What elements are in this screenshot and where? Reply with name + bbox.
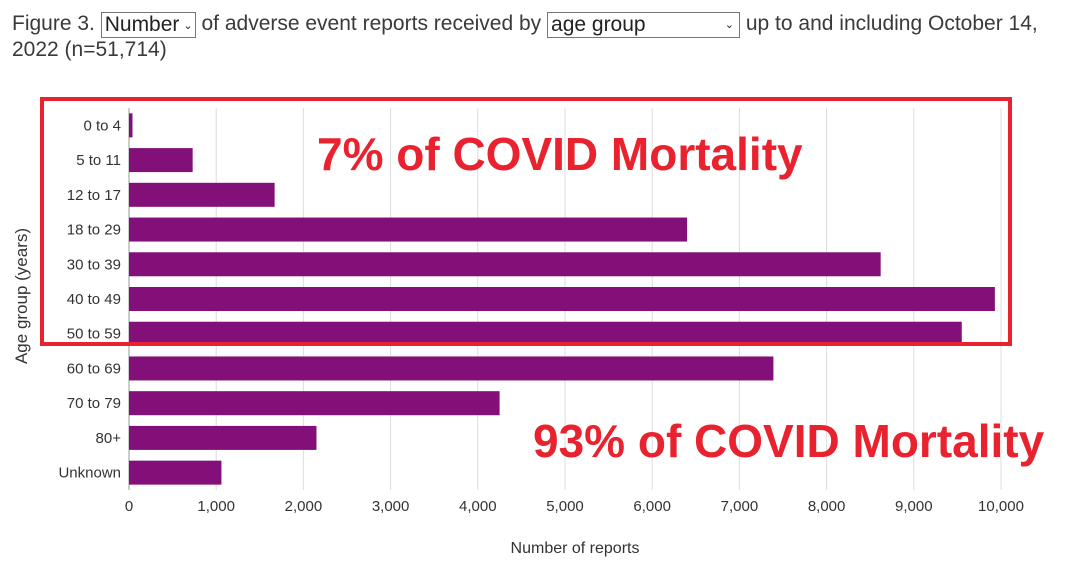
chart-bars — [129, 113, 995, 485]
category-label: Unknown — [58, 465, 121, 482]
chevron-down-icon: ⌄ — [724, 19, 735, 31]
annotation-box — [40, 97, 1012, 346]
title-middle: of adverse event reports received by — [201, 12, 542, 35]
bar[interactable] — [129, 460, 222, 485]
bar[interactable] — [129, 391, 500, 416]
title-prefix: Figure 3. — [12, 12, 95, 35]
category-label: 50 to 59 — [67, 326, 121, 343]
x-axis-label: Number of reports — [511, 540, 640, 557]
bar[interactable] — [129, 425, 317, 450]
category-label: 70 to 79 — [67, 395, 121, 412]
category-label: 40 to 49 — [67, 291, 121, 308]
x-tick-label: 6,000 — [633, 498, 671, 515]
x-tick-label: 7,000 — [721, 498, 759, 515]
group-select[interactable]: age group ⌄ — [547, 12, 741, 38]
group-select-value: age group — [551, 13, 646, 36]
category-label: 12 to 17 — [67, 187, 121, 204]
category-label: 30 to 39 — [67, 256, 121, 273]
bar[interactable] — [129, 287, 995, 311]
metric-select-value: Number — [104, 13, 180, 36]
y-axis-label: Age group (years) — [12, 228, 31, 364]
bar[interactable] — [129, 356, 774, 381]
annotation-top: 7% of COVID Mortality — [317, 128, 803, 180]
category-label: 5 to 11 — [76, 152, 121, 169]
x-tick-label: 1,000 — [197, 498, 235, 515]
bar[interactable] — [129, 113, 133, 138]
x-tick-label: 8,000 — [808, 498, 846, 515]
x-tick-labels: 0 1,000 2,000 3,000 4,000 5,000 6,000 7,000 8,00… — [125, 498, 1024, 515]
title-suffix: up to and including October 14, 2022 (n=… — [12, 12, 1038, 61]
category-label: 0 to 4 — [83, 117, 121, 134]
x-tick-label: 5,000 — [546, 498, 584, 515]
category-label: 60 to 69 — [67, 360, 121, 377]
x-tick-label: 2,000 — [285, 498, 323, 515]
category-label: 80+ — [96, 430, 122, 447]
chevron-down-icon: ⌄ — [183, 20, 193, 32]
annotation-bottom: 93% of COVID Mortality — [533, 415, 1045, 467]
x-tick-label: 9,000 — [895, 498, 933, 515]
bar[interactable] — [129, 148, 193, 173]
category-label: 18 to 29 — [67, 222, 121, 239]
bar[interactable] — [129, 252, 881, 277]
x-tick-label: 0 — [125, 498, 133, 515]
bar[interactable] — [129, 217, 688, 242]
bar[interactable] — [129, 182, 275, 207]
x-tick-label: 3,000 — [372, 498, 410, 515]
figure-title: Figure 3. Number ⌄ of adverse event repor… — [12, 12, 1072, 62]
bar[interactable] — [129, 321, 962, 346]
category-labels: 0 to 4 5 to 11 12 to 17 18 to 29 30 to 39 40 … — [58, 117, 121, 481]
x-tick-label: 10,000 — [978, 498, 1024, 515]
x-tick-label: 4,000 — [459, 498, 497, 515]
